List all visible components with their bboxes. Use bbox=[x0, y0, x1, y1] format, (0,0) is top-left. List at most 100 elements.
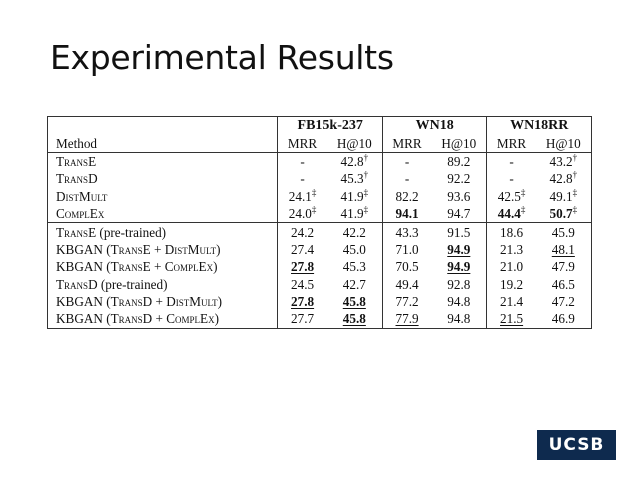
metric-header: MRR bbox=[486, 134, 536, 153]
metric-header: MRR bbox=[381, 134, 432, 153]
value-cell: 27.4 bbox=[277, 240, 327, 259]
value-cell: 92.2 bbox=[431, 170, 487, 187]
value-cell: 94.8 bbox=[431, 293, 487, 310]
table-subheader-row: Method MRR H@10 MRR H@10 MRR H@10 bbox=[47, 134, 592, 153]
value-cell: 46.5 bbox=[536, 276, 592, 293]
value-cell: 92.8 bbox=[431, 276, 487, 293]
slide-title: Experimental Results bbox=[50, 38, 394, 77]
value-text: 92.8 bbox=[447, 276, 471, 292]
footnote-mark: † bbox=[572, 152, 578, 163]
table-row: TransD (pre-trained) 24.5 42.7 49.4 92.8 19.2… bbox=[48, 275, 592, 293]
value-text: 24.5 bbox=[291, 276, 315, 292]
value-cell: 18.6 bbox=[486, 222, 536, 241]
value-text: 94.8 bbox=[447, 311, 471, 327]
value-text: 24.1 bbox=[288, 188, 312, 204]
value-text: 93.6 bbox=[447, 188, 471, 204]
value-text: 77.9 bbox=[395, 311, 419, 327]
value-text: 42.7 bbox=[342, 276, 366, 292]
value-cell: 94.7 bbox=[431, 205, 487, 223]
table-row: KBGAN (TransD + ComplEx) 27.7 45.8 77.9 94.8… bbox=[48, 310, 592, 329]
footnote-mark: † bbox=[363, 152, 369, 163]
value-cell: - bbox=[277, 170, 327, 188]
footnote-mark: ‡ bbox=[520, 204, 526, 215]
table-row: KBGAN (TransE + ComplEx) 27.8 45.3 70.5 94.9… bbox=[48, 258, 592, 276]
method-cell: KBGAN (TransD + DistMult) bbox=[56, 294, 223, 310]
value-cell: 19.2 bbox=[486, 275, 536, 293]
table-row: KBGAN (TransE + DistMult) 27.4 45.0 71.0 94.… bbox=[48, 240, 592, 259]
footnote-mark: † bbox=[572, 169, 578, 180]
value-cell: 45.3 bbox=[327, 258, 383, 275]
value-cell: 77.2 bbox=[381, 292, 432, 311]
value-text: 45.3 bbox=[342, 259, 366, 275]
value-cell: 42.7 bbox=[327, 276, 383, 293]
value-cell: 27.8 bbox=[277, 258, 327, 276]
value-cell: 48.1 bbox=[536, 241, 592, 258]
value-cell: 41.9‡ bbox=[327, 188, 383, 205]
value-cell: 45.8 bbox=[327, 310, 383, 328]
value-cell: - bbox=[277, 152, 327, 171]
value-cell: 47.2 bbox=[536, 293, 592, 310]
metric-header: H@10 bbox=[326, 134, 383, 153]
value-cell: 77.9 bbox=[381, 310, 432, 329]
value-cell: 45.3† bbox=[327, 170, 383, 187]
footnote-mark: ‡ bbox=[363, 187, 369, 198]
value-cell: 43.2† bbox=[536, 152, 592, 170]
value-cell: 21.0 bbox=[486, 258, 536, 276]
value-text: - bbox=[300, 153, 305, 169]
value-text: 94.9 bbox=[447, 241, 471, 257]
group-header-fb15k-237: FB15k-237 bbox=[277, 116, 383, 135]
value-cell: - bbox=[486, 170, 536, 188]
value-cell: 49.1‡ bbox=[536, 188, 592, 205]
value-text: 21.4 bbox=[500, 294, 524, 310]
value-cell: 45.0 bbox=[327, 241, 383, 258]
method-header: Method bbox=[47, 134, 278, 153]
value-cell: 27.8 bbox=[277, 292, 327, 311]
header-empty-cell bbox=[48, 117, 278, 135]
value-text: 21.5 bbox=[500, 311, 524, 327]
value-cell: 82.2 bbox=[381, 187, 432, 205]
value-text: 45.9 bbox=[551, 224, 575, 240]
value-cell: - bbox=[381, 152, 432, 171]
value-text: 50.7 bbox=[549, 206, 573, 222]
value-text: - bbox=[509, 171, 514, 187]
table-row: DistMult 24.1‡ 41.9‡ 82.2 93.6 42.5‡ 49.1‡ bbox=[48, 187, 592, 205]
table-row: ComplEx 24.0‡ 41.9‡ 94.1 94.7 44.4‡ 50.7‡ bbox=[48, 204, 592, 223]
value-cell: 93.6 bbox=[431, 188, 487, 205]
table-row: KBGAN (TransD + DistMult) 27.8 45.8 77.2 94.… bbox=[48, 292, 592, 311]
value-text: 77.2 bbox=[395, 294, 419, 310]
value-cell: 42.8† bbox=[327, 152, 383, 170]
value-cell: 70.5 bbox=[381, 258, 432, 276]
value-cell: 24.0‡ bbox=[277, 204, 327, 223]
value-cell: 47.9 bbox=[536, 258, 592, 275]
metric-header: H@10 bbox=[431, 134, 487, 153]
value-text: 70.5 bbox=[395, 259, 419, 275]
value-text: 91.5 bbox=[447, 224, 471, 240]
value-text: 42.5 bbox=[497, 188, 521, 204]
footnote-mark: ‡ bbox=[311, 204, 317, 215]
value-cell: 94.9 bbox=[431, 258, 487, 275]
value-text: 92.2 bbox=[447, 171, 471, 187]
value-text: 41.9 bbox=[340, 188, 364, 204]
value-cell: 50.7‡ bbox=[536, 205, 592, 223]
value-cell: 44.4‡ bbox=[486, 204, 536, 223]
value-text: - bbox=[404, 171, 410, 187]
value-text: 43.3 bbox=[395, 224, 419, 240]
value-text: 24.2 bbox=[291, 224, 315, 240]
value-text: - bbox=[300, 171, 305, 187]
footnote-mark: ‡ bbox=[572, 187, 578, 198]
value-text: 94.1 bbox=[395, 206, 419, 222]
value-cell: 27.7 bbox=[277, 310, 327, 329]
group-header-wn18: WN18 bbox=[381, 116, 487, 135]
value-text: 21.3 bbox=[500, 241, 524, 257]
value-text: 24.0 bbox=[288, 206, 312, 222]
value-text: 71.0 bbox=[395, 241, 419, 257]
value-text: 21.0 bbox=[500, 259, 524, 275]
value-text: 44.4 bbox=[497, 206, 521, 222]
value-text: 45.8 bbox=[342, 311, 366, 327]
value-cell: 24.1‡ bbox=[277, 187, 327, 205]
value-cell: 42.5‡ bbox=[486, 187, 536, 205]
value-text: 27.8 bbox=[291, 259, 315, 275]
value-cell: 49.4 bbox=[381, 275, 432, 293]
value-cell: - bbox=[381, 170, 432, 188]
method-cell: KBGAN (TransD + ComplEx) bbox=[56, 311, 219, 327]
